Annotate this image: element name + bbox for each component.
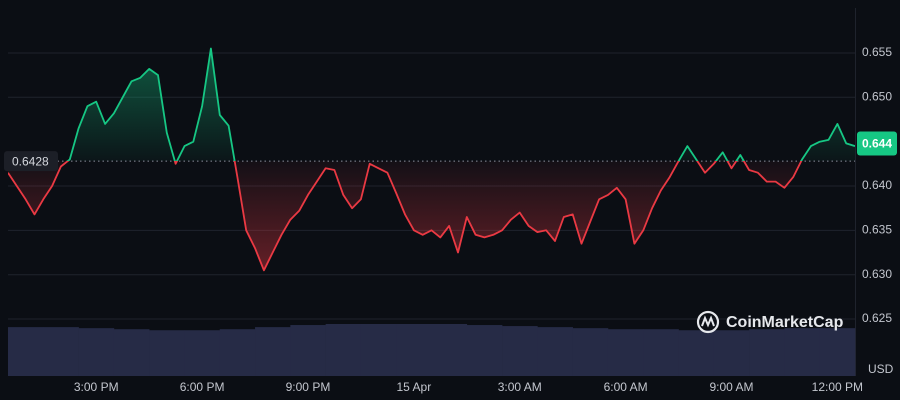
currency-label: USD <box>868 362 894 376</box>
x-tick-label: 3:00 AM <box>498 380 542 394</box>
volume-bar <box>325 324 362 376</box>
volume-bar <box>255 327 291 376</box>
x-tick-label: 9:00 PM <box>286 380 331 394</box>
volume-bar <box>643 329 679 376</box>
x-tick-label: 12:00 PM <box>812 380 863 394</box>
y-tick-label: 0.625 <box>862 311 892 325</box>
volume-bar <box>396 324 432 376</box>
volume-bar <box>537 327 573 376</box>
volume-bar <box>572 328 609 376</box>
volume-bar <box>8 327 44 376</box>
volume-bar <box>607 329 644 376</box>
volume-bar <box>78 328 115 376</box>
price-line <box>8 47 855 272</box>
x-tick-label: 6:00 PM <box>180 380 225 394</box>
volume-bar <box>43 327 79 376</box>
price-area <box>8 48 855 271</box>
x-tick-label: 15 Apr <box>397 380 432 394</box>
x-tick-label: 3:00 PM <box>74 380 119 394</box>
volume-bar <box>819 328 856 376</box>
y-tick-label: 0.630 <box>862 267 892 281</box>
baseline-label-box <box>4 151 58 172</box>
x-tick-label: 6:00 AM <box>604 380 648 394</box>
volume-bar <box>290 325 326 376</box>
volume-bar <box>149 330 185 376</box>
volume-bar <box>713 330 750 376</box>
volume-bar <box>184 330 221 376</box>
volume-bar <box>678 330 715 376</box>
current-price-label: 0.644 <box>862 137 892 151</box>
volume-bar <box>360 324 397 376</box>
current-price-box <box>857 131 897 156</box>
volume-bar <box>502 326 538 376</box>
volume-bar <box>113 329 150 376</box>
watermark: CoinMarketCap <box>696 310 844 334</box>
x-tick-label: 9:00 AM <box>709 380 753 394</box>
volume-bar <box>219 329 256 376</box>
volume-bar <box>784 328 821 376</box>
y-tick-label: 0.650 <box>862 89 892 103</box>
watermark-text: CoinMarketCap <box>726 314 844 331</box>
y-tick-label: 0.640 <box>862 178 892 192</box>
volume-bar <box>466 325 503 376</box>
volume-bar <box>431 324 468 376</box>
y-tick-label: 0.635 <box>862 223 892 237</box>
baseline-label: 0.6428 <box>12 154 49 168</box>
volume-bar <box>749 329 785 376</box>
y-tick-label: 0.655 <box>862 45 892 59</box>
